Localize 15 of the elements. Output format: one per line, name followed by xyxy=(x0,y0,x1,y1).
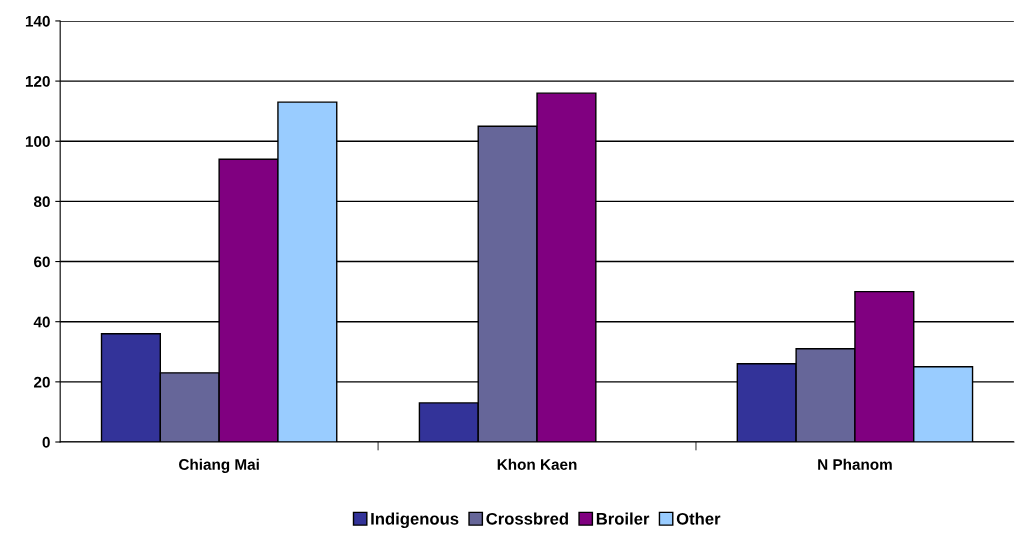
legend-label: Crossbred xyxy=(486,512,568,525)
y-tick-label: 100 xyxy=(25,136,50,147)
y-tick-label: 140 xyxy=(25,15,50,27)
legend-label: Broiler xyxy=(596,512,650,525)
y-tick-label: 60 xyxy=(34,256,50,268)
x-tick-label: Khon Kaen xyxy=(497,458,577,470)
y-tick-label: 80 xyxy=(33,196,50,208)
y-tick-label: 0 xyxy=(42,436,50,448)
y-tick-label: 120 xyxy=(25,75,50,87)
legend-label: Other xyxy=(676,512,721,525)
y-tick-label: 40 xyxy=(33,316,50,328)
y-tick-label: 20 xyxy=(34,376,50,388)
x-tick-label: N Phanom xyxy=(818,458,892,470)
legend-label: Indigenous xyxy=(371,512,459,529)
x-tick-label: Chiang Mai xyxy=(179,458,259,473)
